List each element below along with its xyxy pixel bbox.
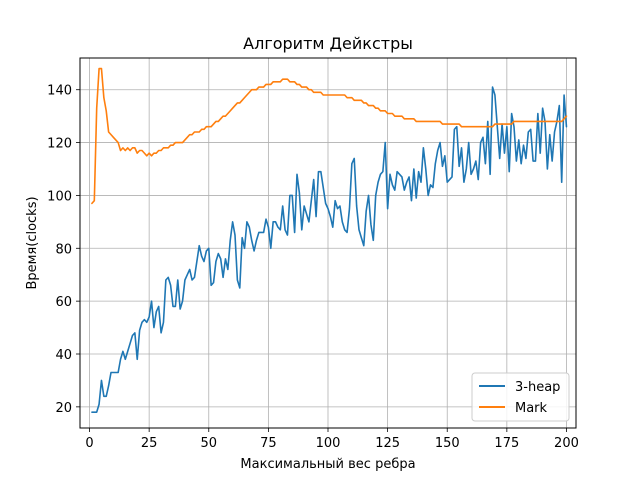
series-layer — [91, 67, 568, 413]
x-tick-label: 200 — [554, 436, 579, 451]
x-tick-label: 0 — [85, 436, 93, 451]
x-tick-label: 150 — [435, 436, 460, 451]
series-line-mark — [91, 67, 568, 205]
y-axis-title: Время(clocks) — [25, 196, 40, 289]
legend-label: 3-heap — [515, 380, 560, 395]
x-tick-label: 50 — [200, 436, 217, 451]
series-line-3-heap — [91, 86, 568, 413]
y-tick-label: 120 — [47, 137, 72, 152]
x-tick-label: 100 — [316, 436, 341, 451]
y-tick-label: 20 — [55, 401, 72, 416]
legend: 3-heap Mark — [471, 372, 570, 422]
x-tick-label: 125 — [375, 436, 400, 451]
x-tick-label: 175 — [494, 436, 519, 451]
y-tick-label: 40 — [55, 348, 72, 363]
legend-label: Mark — [515, 401, 548, 416]
y-tick-label: 60 — [55, 295, 72, 310]
y-tick-label: 100 — [47, 189, 72, 204]
ticks: 0 25 50 75 100 125 150 175 200 20 40 60 80 100 120 140 — [47, 84, 579, 451]
x-tick-label: 25 — [141, 436, 158, 451]
y-tick-label: 140 — [47, 84, 72, 99]
x-tick-label: 75 — [260, 436, 277, 451]
chart-title: Алгоритм Дейкстры — [243, 34, 413, 53]
x-axis-title: Максимальный вес ребра — [240, 457, 415, 472]
y-tick-label: 80 — [55, 242, 72, 257]
